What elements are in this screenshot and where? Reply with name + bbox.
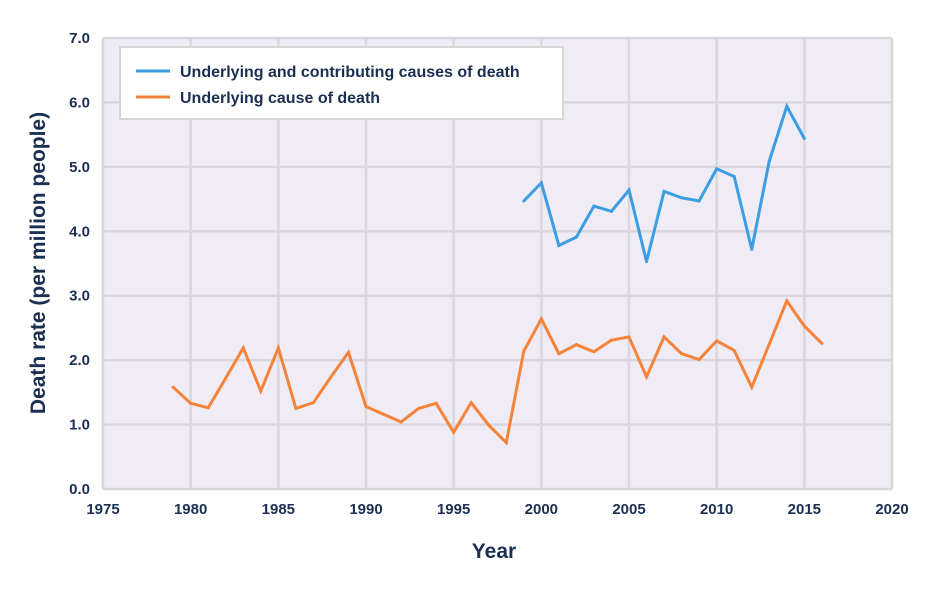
y-tick-label: 2.0 <box>69 352 90 369</box>
data-point <box>785 299 789 303</box>
data-point <box>171 385 175 389</box>
series-lines <box>171 102 824 446</box>
y-axis-ticks: 0.0 1.0 2.0 3.0 4.0 5.0 6.0 7.0 <box>69 30 90 498</box>
data-point <box>715 339 719 343</box>
data-point <box>346 350 350 354</box>
y-tick-label: 7.0 <box>69 30 90 47</box>
data-point <box>627 188 631 192</box>
y-tick-label: 1.0 <box>69 417 90 434</box>
data-point <box>592 204 596 208</box>
x-tick-label: 2020 <box>875 501 908 518</box>
data-point <box>452 430 456 434</box>
x-tick-label: 1985 <box>262 501 295 518</box>
data-point <box>522 199 526 203</box>
data-point <box>399 420 403 424</box>
data-point <box>820 341 824 345</box>
data-point <box>767 342 771 346</box>
y-tick-label: 4.0 <box>69 223 90 240</box>
x-tick-label: 2010 <box>700 501 733 518</box>
data-point <box>574 343 578 347</box>
data-point <box>469 401 473 405</box>
data-point <box>802 137 806 141</box>
data-point <box>311 401 315 405</box>
legend-label-contributing: Underlying and contributing causes of de… <box>180 64 520 81</box>
y-tick-label: 5.0 <box>69 159 90 176</box>
data-point <box>259 389 263 393</box>
data-point <box>732 175 736 179</box>
data-point <box>645 260 649 264</box>
data-point <box>715 167 719 171</box>
data-point <box>645 375 649 379</box>
data-point <box>592 350 596 354</box>
x-tick-label: 2005 <box>612 501 645 518</box>
x-tick-label: 2015 <box>788 501 821 518</box>
data-point <box>206 406 210 410</box>
data-point <box>434 401 438 405</box>
legend-box <box>119 46 564 120</box>
x-tick-label: 1980 <box>174 501 207 518</box>
data-point <box>609 338 613 342</box>
data-point <box>382 412 386 416</box>
data-point <box>802 324 806 328</box>
data-point <box>697 357 701 361</box>
data-point <box>487 423 491 427</box>
x-tick-label: 2000 <box>525 501 558 518</box>
data-point <box>767 159 771 163</box>
series-line-underlying <box>172 297 823 446</box>
data-point <box>697 199 701 203</box>
x-tick-label: 1995 <box>437 501 470 518</box>
data-point <box>189 401 193 405</box>
data-point <box>627 335 631 339</box>
y-tick-label: 3.0 <box>69 288 90 305</box>
data-point <box>609 209 613 213</box>
data-point <box>294 406 298 410</box>
data-point <box>539 317 543 321</box>
data-point <box>750 385 754 389</box>
data-point <box>417 406 421 410</box>
x-tick-label: 1975 <box>86 501 119 518</box>
legend: Underlying and contributing causes of de… <box>119 46 564 120</box>
data-point <box>329 375 333 379</box>
legend-label-underlying: Underlying cause of death <box>180 90 380 107</box>
data-point <box>662 189 666 193</box>
data-point <box>557 352 561 356</box>
data-point <box>680 196 684 200</box>
data-point <box>662 335 666 339</box>
data-point <box>574 235 578 239</box>
data-point <box>557 243 561 247</box>
data-point <box>276 346 280 350</box>
data-point <box>539 181 543 185</box>
data-point <box>750 247 754 251</box>
data-point <box>241 346 245 350</box>
x-axis-ticks: 1975 1980 1985 1990 1995 2000 2005 2010 2015 2020 <box>86 501 908 518</box>
y-tick-label: 6.0 <box>69 94 90 111</box>
x-axis-label: Year <box>472 540 516 563</box>
data-point <box>364 405 368 409</box>
data-point <box>522 349 526 353</box>
data-point <box>680 352 684 356</box>
data-point <box>224 376 228 380</box>
data-point <box>785 104 789 108</box>
x-tick-label: 1990 <box>349 501 382 518</box>
data-point <box>732 348 736 352</box>
y-tick-label: 0.0 <box>69 481 90 498</box>
data-point <box>504 441 508 445</box>
y-axis-label: Death rate (per million people) <box>27 112 50 414</box>
